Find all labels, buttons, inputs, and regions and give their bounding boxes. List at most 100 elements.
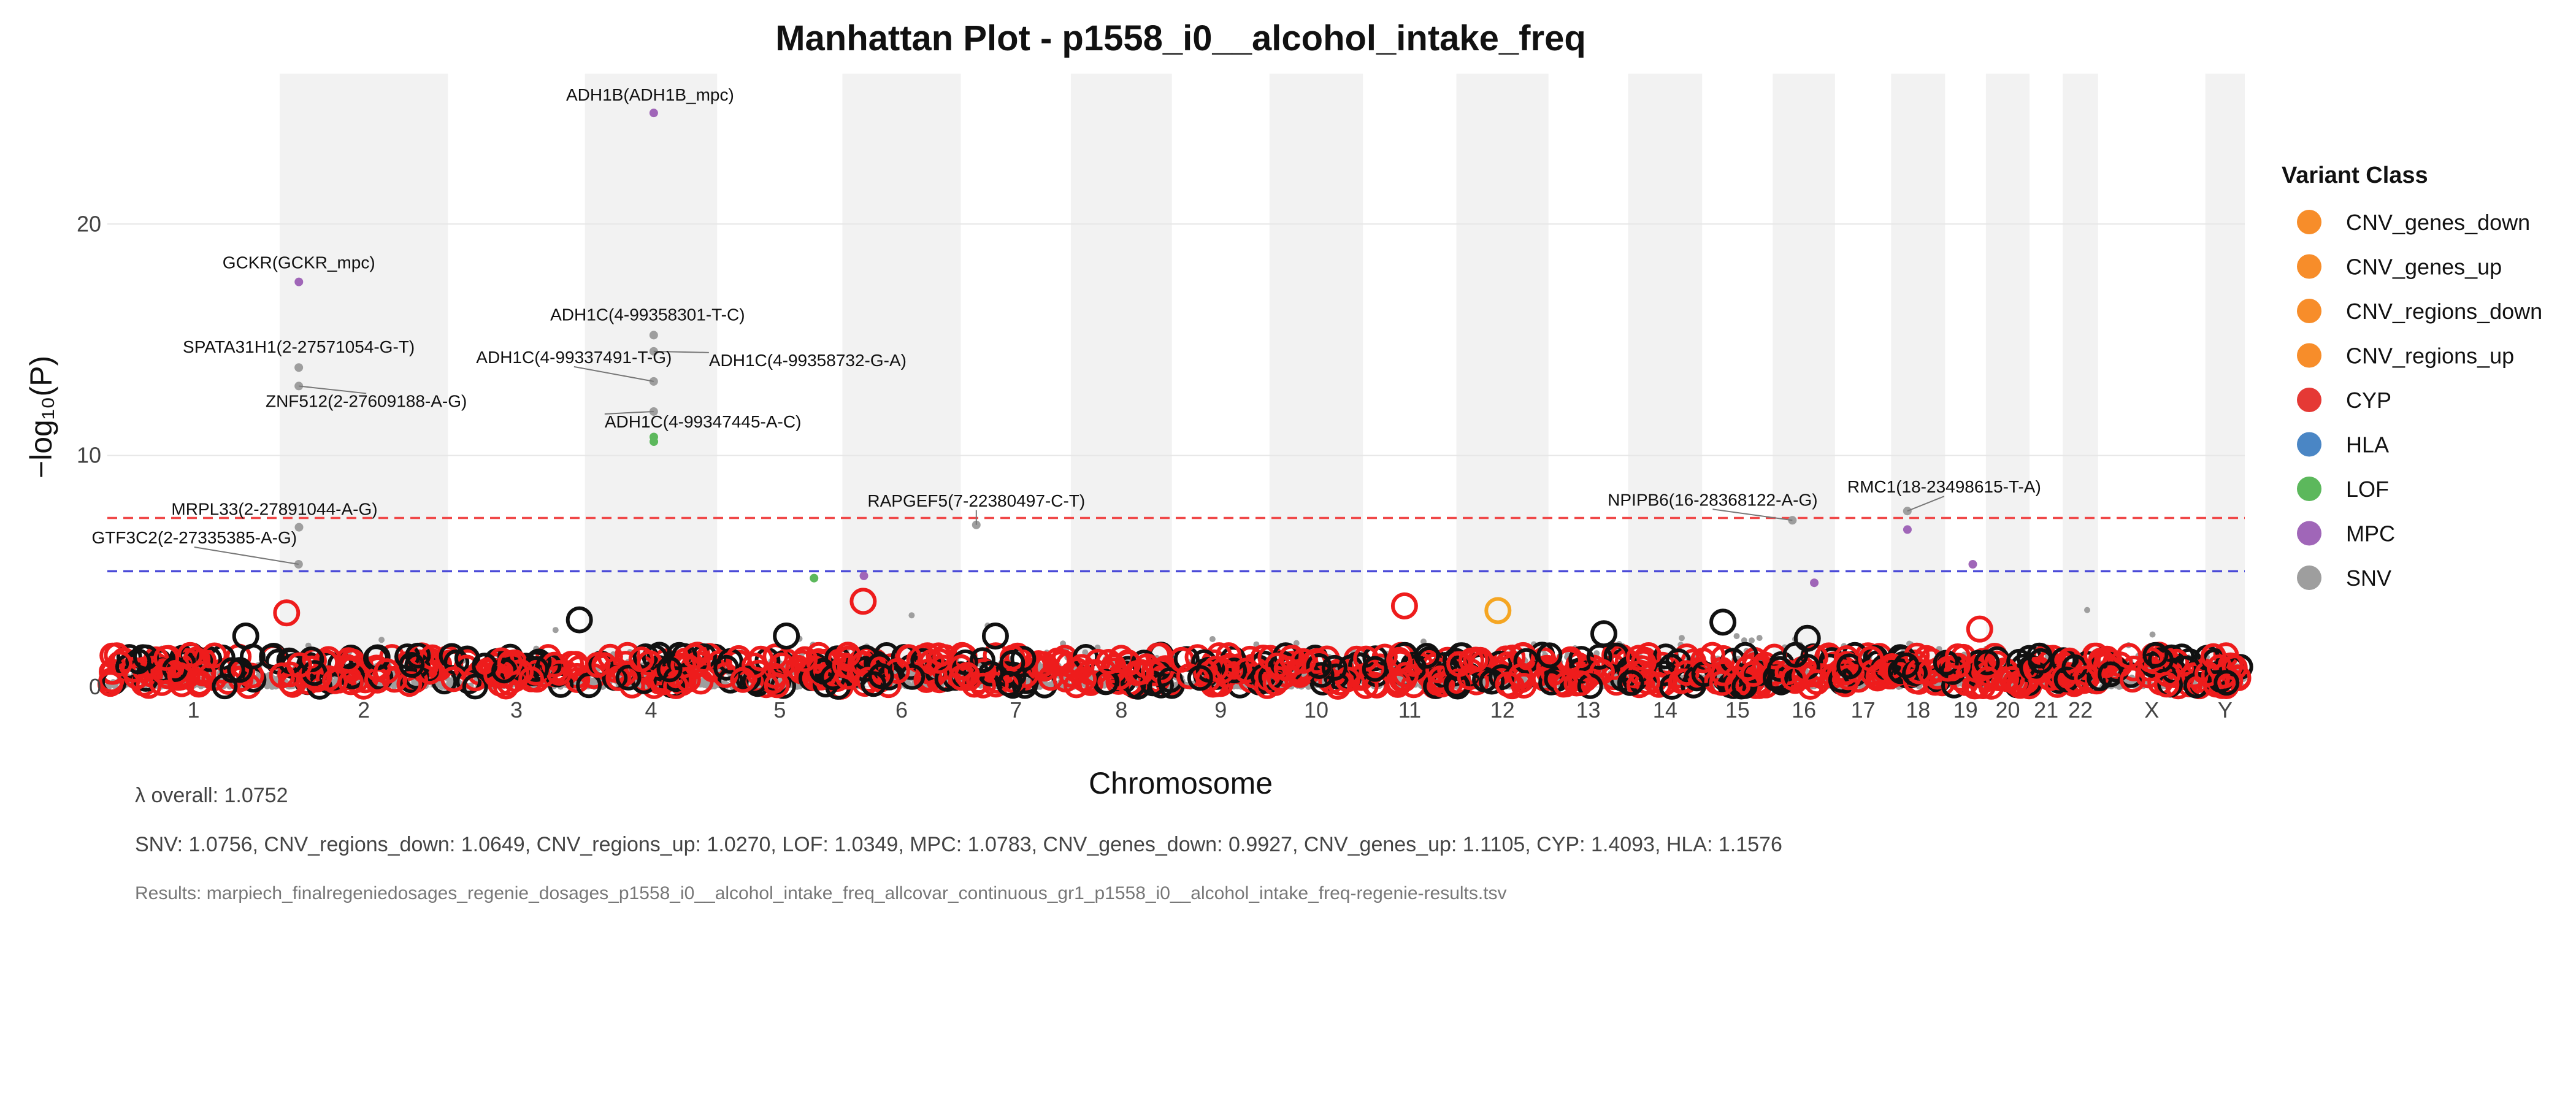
chromosome-band	[1628, 74, 1703, 687]
x-tick-labels: 1 2 3 4 5 6 7 8 9 10 11 12 13 14 15 16 17 18 19 20 21 22 X Y	[187, 697, 2232, 723]
variant-circle	[1071, 666, 1097, 692]
variant-circle	[1513, 648, 1539, 674]
point-annotation: ADH1C(4-99347445-A-C)	[605, 412, 802, 431]
variant-circle	[201, 642, 228, 669]
annotation-leaders	[194, 350, 1945, 565]
x-tick-label: 15	[1725, 697, 1750, 723]
snv-point	[378, 637, 385, 643]
y-tick-labels: 0 10 20	[77, 211, 101, 699]
annotation-leader	[653, 350, 709, 353]
snv-point	[1749, 637, 1755, 644]
x-tick-label: 13	[1576, 697, 1601, 723]
variant-circle	[1553, 672, 1579, 697]
snv-point	[2116, 683, 2123, 690]
variant-circle	[1893, 652, 1920, 678]
legend-swatch	[2297, 343, 2321, 368]
variant-circle	[335, 647, 361, 673]
variant-circle	[399, 652, 425, 678]
legend-label: HLA	[2346, 432, 2389, 458]
x-tick-label: 1	[187, 697, 199, 723]
x-tick-label: 14	[1653, 697, 1677, 723]
variant-circle	[1945, 643, 1971, 669]
x-tick-label: 9	[1214, 697, 1227, 723]
variant-circle	[196, 646, 223, 672]
snv-point	[1047, 681, 1054, 688]
variant-circle	[136, 673, 162, 699]
x-tick-label: 6	[895, 697, 908, 723]
variant-circle	[671, 643, 697, 669]
legend-label: CNV_regions_up	[2346, 343, 2514, 369]
x-tick-label: 17	[1851, 697, 1876, 723]
variant-circle	[656, 656, 683, 683]
variant-circle	[1221, 657, 1248, 684]
variant-circle	[1209, 657, 1236, 684]
variant-circle	[1306, 653, 1332, 679]
variant-circle	[1010, 646, 1037, 672]
chromosome-band	[2063, 74, 2098, 687]
highlighted-point	[1903, 525, 1912, 534]
highlighted-circle	[1390, 592, 1418, 619]
variant-circle	[1835, 664, 1861, 691]
variant-circle	[491, 657, 518, 684]
legend-swatch	[2297, 388, 2321, 412]
variant-circle	[1479, 669, 1505, 695]
highlighted-circle	[1709, 608, 1737, 636]
x-axis-title: Chromosome	[1089, 766, 1273, 800]
x-tick-label: 11	[1398, 697, 1421, 723]
legend-swatch	[2297, 477, 2321, 501]
chromosome-band	[280, 74, 448, 687]
highlighted-circle	[849, 588, 877, 615]
variant-circle	[1804, 669, 1830, 696]
variant-circle	[1974, 650, 2000, 676]
variant-circle	[730, 667, 756, 693]
variant-circle	[1362, 656, 1388, 682]
variant-circle	[1635, 669, 1661, 695]
legend-title: Variant Class	[2282, 163, 2428, 188]
variant-circle	[1906, 658, 1933, 684]
variant-circle	[1735, 655, 1761, 681]
variant-circle	[2200, 643, 2226, 669]
variant-circle	[440, 666, 467, 692]
annotation-leader	[573, 366, 654, 382]
highlighted-point	[810, 573, 819, 583]
variant-circle	[1095, 649, 1122, 675]
variant-circle	[868, 663, 894, 689]
variant-circle	[713, 654, 740, 681]
point-annotation: ADH1C(4-99358301-T-C)	[550, 305, 745, 324]
snv-point	[264, 683, 271, 689]
variant-circle	[1290, 648, 1316, 674]
variant-circle	[1012, 673, 1038, 699]
variant-circle	[2142, 642, 2169, 668]
highlighted-point	[294, 523, 304, 532]
snv-point	[1733, 633, 1740, 640]
highlighted-circles	[97, 588, 2253, 700]
highlighted-point	[649, 109, 658, 118]
point-annotation: ADH1B(ADH1B_mpc)	[566, 85, 734, 104]
legend-swatch	[2297, 299, 2321, 323]
x-tick-label: 8	[1115, 697, 1127, 723]
annotation-leader	[194, 546, 299, 565]
highlighted-circle	[1793, 624, 1821, 652]
highlighted-point	[1810, 578, 1819, 588]
chromosome-band	[1891, 74, 1945, 687]
variant-circle	[605, 665, 632, 691]
variant-circle	[2063, 669, 2089, 695]
variant-circle	[1321, 654, 1347, 681]
legend-label: CNV_genes_up	[2346, 255, 2502, 280]
variant-circle	[899, 664, 926, 690]
x-tick-label: 21	[2034, 697, 2058, 723]
x-tick-label: 2	[358, 697, 370, 723]
variant-circle	[125, 648, 151, 675]
snv-point	[1679, 635, 1685, 642]
x-tick-label: 20	[1995, 697, 2020, 723]
highlighted-circle	[981, 622, 1009, 650]
point-annotation: MRPL33(2-27891044-A-G)	[171, 500, 377, 519]
variant-circle	[227, 657, 253, 683]
snv-point	[1293, 640, 1300, 646]
x-tick-label: 5	[773, 697, 786, 723]
variant-circle	[1766, 667, 1793, 693]
point-annotation: SPATA31H1(2-27571054-G-T)	[183, 337, 415, 356]
annotation-leader	[1712, 508, 1793, 521]
chart-title: Manhattan Plot - p1558_i0__alcohol_intak…	[775, 18, 1586, 58]
variant-circle	[1063, 672, 1089, 699]
